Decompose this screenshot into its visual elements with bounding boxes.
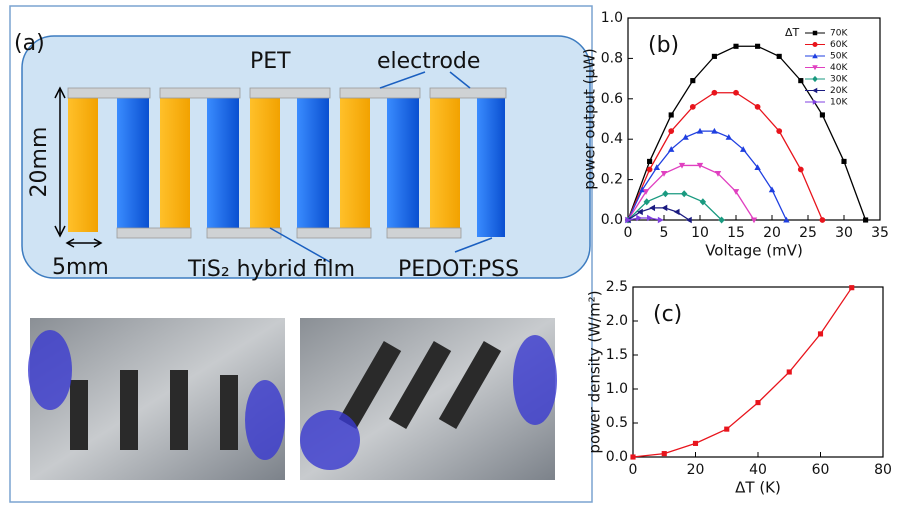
panel-label: (c): [653, 302, 682, 327]
x-tick-label: 20: [687, 462, 705, 478]
y-tick-label: 0.5: [606, 415, 628, 431]
x-tick-label: 10: [691, 225, 709, 241]
marker: [662, 190, 668, 197]
marker: [674, 209, 680, 215]
height-label: 20mm: [27, 127, 52, 198]
marker: [630, 454, 635, 459]
legend-label: 30K: [830, 75, 848, 85]
legend-label: 60K: [830, 40, 848, 50]
marker: [755, 400, 760, 405]
marker: [647, 167, 653, 173]
marker: [733, 44, 738, 49]
marker: [863, 217, 868, 222]
marker: [820, 217, 826, 223]
y-tick-label: 0.2: [601, 172, 623, 188]
film-p-label: PEDOT:PSS: [398, 257, 519, 282]
x-tick-label: 20: [763, 225, 781, 241]
marker: [712, 54, 717, 59]
marker: [690, 78, 695, 83]
y-tick-label: 0.0: [601, 212, 623, 228]
marker: [693, 441, 698, 446]
marker: [669, 112, 674, 117]
legend-marker: [812, 76, 818, 82]
marker: [668, 128, 674, 134]
marker: [820, 112, 825, 117]
y-tick-label: 1.0: [601, 10, 623, 26]
panel-label: (a): [14, 31, 45, 56]
legend-marker: [812, 88, 817, 94]
legend-label: 50K: [830, 52, 848, 62]
legend-label: 70K: [830, 29, 848, 39]
x-tick-label: 25: [799, 225, 817, 241]
marker: [798, 78, 803, 83]
marker: [798, 167, 804, 173]
x-tick-label: 30: [835, 225, 853, 241]
legend-title: ΔT: [785, 26, 800, 39]
marker: [690, 104, 696, 110]
marker: [776, 128, 782, 134]
y-tick-label: 0.8: [601, 50, 623, 66]
marker: [841, 159, 846, 164]
marker: [658, 217, 664, 223]
y-axis-label: power density (W/m²): [586, 290, 604, 453]
x-tick-label: 5: [660, 225, 669, 241]
marker: [755, 104, 761, 110]
y-tick-label: 1.0: [606, 381, 628, 397]
x-tick-label: 35: [871, 225, 889, 241]
marker: [647, 159, 652, 164]
y-tick-label: 2.5: [606, 279, 628, 295]
x-tick-label: 80: [874, 462, 892, 478]
panel-label: (b): [648, 33, 679, 58]
marker: [681, 190, 687, 197]
y-tick-label: 0.0: [606, 449, 628, 465]
marker: [787, 369, 792, 374]
y-tick-label: 2.0: [606, 313, 628, 329]
marker: [662, 205, 668, 211]
y-tick-label: 1.5: [606, 347, 628, 363]
y-tick-label: 0.6: [601, 91, 623, 107]
marker: [818, 331, 823, 336]
x-tick-label: 0: [624, 225, 633, 241]
marker: [649, 205, 655, 211]
legend-marker: [813, 31, 817, 35]
x-axis-label: ΔT (K): [735, 479, 781, 497]
legend-label: 20K: [830, 86, 848, 96]
marker: [662, 451, 667, 456]
marker: [733, 90, 739, 96]
film-n-label: TiS₂ hybrid film: [187, 257, 355, 282]
legend-label: 10K: [830, 98, 848, 108]
x-tick-label: 15: [727, 225, 745, 241]
marker: [724, 427, 729, 432]
photo: [30, 318, 285, 480]
y-tick-label: 0.4: [601, 131, 623, 147]
substrate-label: PET: [250, 49, 291, 74]
x-tick-label: 40: [749, 462, 767, 478]
x-axis-label: Voltage (mV): [705, 242, 803, 260]
figure: (a) PET electrode 20mm 5mm TiS₂ hybrid f…: [0, 0, 898, 510]
series-line: [628, 93, 822, 220]
electrode-label: electrode: [377, 49, 480, 74]
width-label: 5mm: [52, 255, 109, 280]
x-tick-label: 60: [812, 462, 830, 478]
marker: [849, 285, 854, 290]
marker: [712, 90, 718, 96]
y-axis-label: power output (μW): [581, 48, 599, 189]
legend-label: 40K: [830, 63, 848, 73]
marker: [777, 54, 782, 59]
legend-marker: [812, 42, 817, 47]
x-tick-label: 0: [629, 462, 638, 478]
marker: [755, 44, 760, 49]
